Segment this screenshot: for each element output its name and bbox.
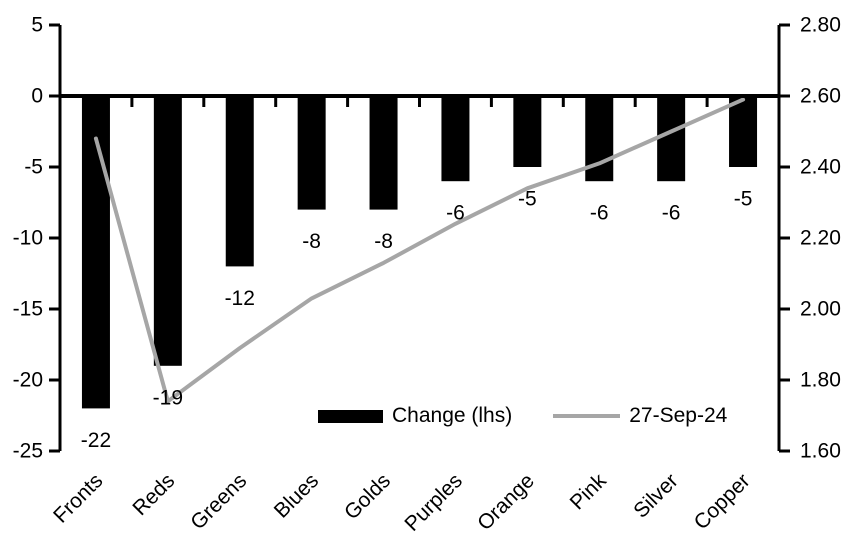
x-axis-category-label: Greens <box>186 469 251 534</box>
bar-value-label: -5 <box>518 188 537 211</box>
bar <box>513 96 542 167</box>
x-axis-category-label: Silver <box>629 469 682 522</box>
x-axis-category-label: Reds <box>128 469 179 520</box>
data-labels: -22 -19 -12 -8 -8 -6 -5 -6 -6 -5 <box>81 188 753 452</box>
bar-value-label: -12 <box>225 287 255 310</box>
bar-value-label: -8 <box>374 230 393 253</box>
x-axis-category-labels: Fronts Reds Greens Blues Golds Purples Orange P… <box>49 469 754 536</box>
bar-value-label: -19 <box>153 386 183 409</box>
x-axis-category-label: Fronts <box>49 469 107 527</box>
legend-bar-swatch-icon <box>318 409 383 423</box>
y-axis-left-tick-label: -10 <box>13 227 43 250</box>
x-axis-category-label: Copper <box>690 469 755 534</box>
y-axis-right-tick-label: 1.80 <box>800 369 841 392</box>
y-axis-left-tick-label: -25 <box>13 440 43 463</box>
bar <box>225 96 254 267</box>
x-axis-category-label: Purples <box>400 469 467 536</box>
x-axis-category-label: Orange <box>473 469 539 535</box>
line-series <box>93 97 746 404</box>
y-axis-left-tick-label: 0 <box>31 85 43 108</box>
bar-series <box>81 96 758 409</box>
bar <box>369 96 398 210</box>
y-axis-right-tick-label: 2.40 <box>800 156 841 179</box>
y-axis-right-tick-label: 2.60 <box>800 85 841 108</box>
bar-value-label: -8 <box>302 230 321 253</box>
y-axis-left-tick-label: -20 <box>13 369 43 392</box>
bar-value-label: -6 <box>662 202 681 225</box>
y-axis-right-tick-label: 2.00 <box>800 298 841 321</box>
bar <box>657 96 686 182</box>
y-axis-left-tick-label: -5 <box>24 156 43 179</box>
y-axis-right-tick-label: 2.80 <box>800 14 841 37</box>
bar <box>297 96 326 210</box>
line-path <box>93 97 746 404</box>
bar-value-label: -6 <box>446 202 465 225</box>
x-axis-category-label: Golds <box>340 469 395 524</box>
y-axis-left-tick-label: 5 <box>31 14 43 37</box>
bar-value-label: -6 <box>590 202 609 225</box>
y-axis-left-tick-label: -15 <box>13 298 43 321</box>
y-axis-right-tick-label: 2.20 <box>800 227 841 250</box>
bar-value-label: -22 <box>81 429 111 452</box>
y-axis-right-tick-label: 1.60 <box>800 440 841 463</box>
x-axis-category-label: Pink <box>566 469 612 515</box>
legend-item-change: Change (lhs) <box>318 404 512 428</box>
legend: Change (lhs) 27-Sep-24 <box>318 403 727 429</box>
bar <box>729 96 758 167</box>
legend-line-swatch-icon <box>553 414 621 418</box>
bar-value-label: -5 <box>734 188 753 211</box>
legend-label-date: 27-Sep-24 <box>629 404 728 427</box>
x-axis-category-label: Blues <box>270 469 323 522</box>
axes: 5 0 -5 -10 -15 -20 -25 2.80 2.60 2.40 2.20 2.00 1.80… <box>13 14 841 463</box>
bar <box>153 96 182 366</box>
bar <box>441 96 470 182</box>
legend-item-line: 27-Sep-24 <box>553 404 727 428</box>
legend-label-change: Change (lhs) <box>392 404 513 427</box>
bar <box>81 96 110 409</box>
